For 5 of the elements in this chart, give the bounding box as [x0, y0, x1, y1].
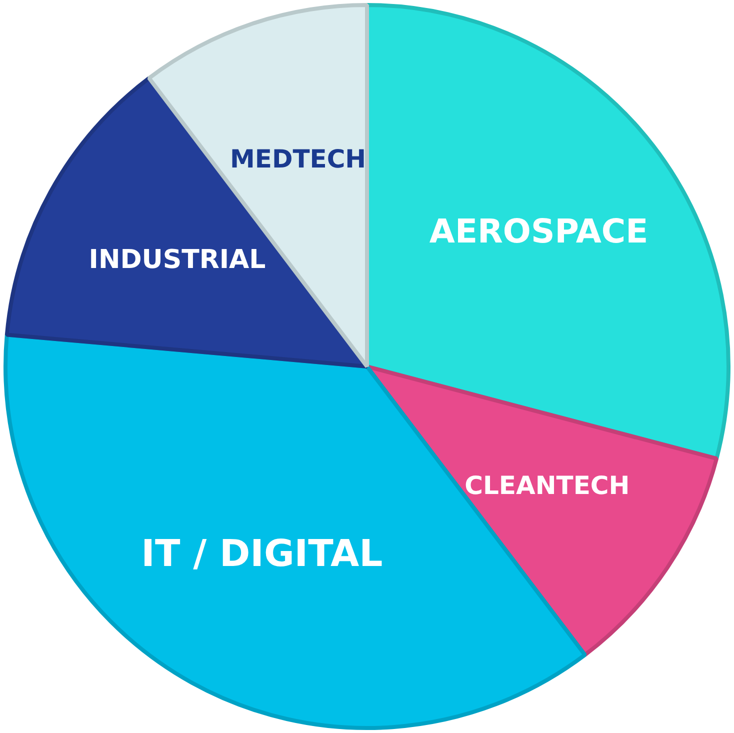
slice-label: INDUSTRIAL — [88, 245, 266, 276]
slice-label: MEDTECH — [230, 144, 366, 174]
slice-label: CLEANTECH — [464, 470, 630, 500]
slice-label: IT / DIGITAL — [141, 532, 383, 575]
slice-label: AEROSPACE — [429, 212, 648, 251]
